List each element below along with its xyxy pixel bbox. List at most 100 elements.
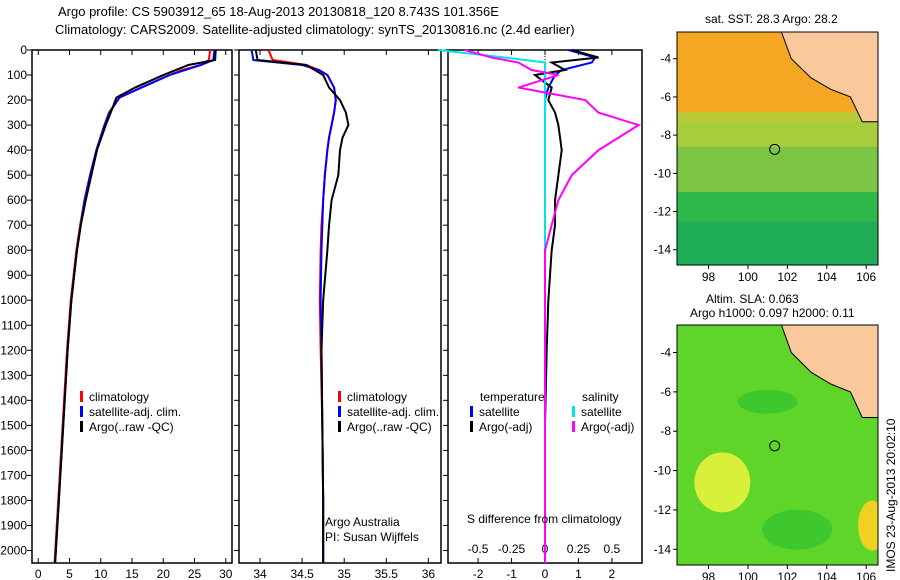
x-tick-label: 0: [35, 567, 42, 580]
temp-legend: climatology satellite-adj. clim. Argo(..…: [80, 390, 181, 435]
credit: Argo Australia PI: Susan Wijffels: [325, 515, 419, 545]
legend-argo: Argo(..raw -QC): [347, 420, 432, 434]
plot-frame: [238, 49, 442, 564]
series-argo-raw-qc-: [54, 49, 217, 564]
land-sumatra: [780, 32, 878, 123]
y-tick-label: 1200: [0, 343, 27, 357]
x-tick-label: 30: [219, 567, 233, 580]
plot-frame: [31, 49, 233, 564]
lon-tick-label: 100: [738, 570, 758, 580]
y-tick-label: 900: [7, 268, 27, 282]
legend-climatology: climatology: [347, 390, 408, 404]
lon-tick-label: 106: [856, 570, 876, 580]
lon-tick-label: 104: [817, 570, 837, 580]
series-s-satellite: [437, 49, 546, 563]
diff-legend-t: temperature satellite Argo(-adj): [470, 390, 545, 435]
y-tick-label: 700: [7, 218, 27, 232]
map-frame: [676, 324, 879, 566]
credit-text: Argo Australia: [325, 515, 400, 529]
lat-tick-label: -4: [660, 52, 671, 66]
sst-cool: [677, 222, 878, 265]
sst-mid2: [677, 147, 878, 192]
lat-tick-label: -14: [654, 243, 672, 257]
sal-legend: climatology satellite-adj. clim. Argo(..…: [338, 390, 439, 435]
y-tick-label: 1900: [0, 518, 27, 532]
lon-tick-label: 102: [777, 270, 797, 284]
x-tick-label: 1: [575, 567, 582, 580]
lon-tick-label: 100: [738, 270, 758, 284]
y-tick-label: 500: [7, 168, 27, 182]
legend-climatology: climatology: [89, 390, 150, 404]
y-tick-label: 1800: [0, 493, 27, 507]
x-tick-label: 25: [188, 567, 202, 580]
x-tick-label: 35.5: [375, 567, 399, 580]
diff-legend-s: salinity satellite Argo(-adj): [572, 390, 634, 435]
s-tick-label: -0.25: [498, 542, 526, 556]
x-tick-label: 35: [338, 567, 352, 580]
argo-position-marker: [769, 440, 781, 452]
sst-map: [673, 31, 879, 269]
series-climatology: [267, 49, 337, 563]
lon-tick-label: 106: [856, 270, 876, 284]
x-tick-label: 20: [157, 567, 171, 580]
y-tick-label: 1300: [0, 368, 27, 382]
map-frame: [676, 31, 879, 266]
sst-mid: [677, 112, 878, 152]
lat-tick-label: -6: [660, 385, 671, 399]
x-tick-label: 5: [66, 567, 73, 580]
pi-text: PI: Susan Wijffels: [325, 530, 419, 544]
sla-high: [858, 500, 878, 551]
lat-tick-label: -12: [654, 205, 672, 219]
map-field: [677, 32, 878, 265]
y-tick-label: 1500: [0, 418, 27, 432]
s-tick-label: -0.5: [468, 542, 489, 556]
s-diff-label: S difference from climatology: [467, 512, 622, 526]
y-tick-label: 300: [7, 118, 27, 132]
series-argo-raw-qc-: [254, 49, 350, 563]
lat-tick-label: -10: [654, 166, 672, 180]
series-climatology: [53, 49, 212, 564]
y-tick-label: 400: [7, 143, 27, 157]
sla-low: [762, 509, 833, 550]
y-tick-label: 1400: [0, 393, 27, 407]
sla-map: [673, 324, 879, 569]
series-satellite-adj-clim-: [54, 49, 216, 564]
x-tick-label: 2: [609, 567, 616, 580]
figure-title: Argo profile: CS 5903912_65 18-Aug-2013 …: [58, 4, 499, 19]
imos-timestamp: IMOS 23-Aug-2013 20:02:10: [884, 418, 898, 572]
lat-tick-label: -4: [660, 346, 671, 360]
y-tick-label: 1000: [0, 293, 27, 307]
y-tick-label: 800: [7, 243, 27, 257]
lon-tick-label: 102: [777, 570, 797, 580]
sla-high: [694, 452, 751, 513]
legend-title-salinity: salinity: [582, 390, 619, 404]
lat-tick-label: -10: [654, 464, 672, 478]
map-field: [677, 325, 878, 565]
series-t-argo-adj-: [532, 49, 599, 563]
x-tick-label: 34: [253, 567, 267, 580]
series-s-argo-adj-: [464, 49, 642, 563]
sla-low: [737, 389, 798, 414]
legend-satellite: satellite-adj. clim.: [347, 405, 440, 419]
lon-tick-label: 98: [702, 270, 716, 284]
legend-satellite: satellite-adj. clim.: [89, 405, 182, 419]
lat-tick-label: -6: [660, 90, 671, 104]
legend-t-argo: Argo(-adj): [479, 420, 533, 434]
x-tick-label: -1: [506, 567, 517, 580]
sla-map-title: Altim. SLA: 0.063: [706, 292, 799, 306]
x-tick-label: 36: [422, 567, 436, 580]
x-tick-label: 0: [542, 567, 549, 580]
y-tick-label: 1700: [0, 468, 27, 482]
lon-tick-label: 98: [702, 570, 716, 580]
y-tick-label: 600: [7, 193, 27, 207]
lat-tick-label: -8: [660, 128, 671, 142]
x-tick-label: 34.5: [290, 567, 314, 580]
x-tick-label: 15: [125, 567, 139, 580]
s-tick-label: 0.25: [567, 542, 591, 556]
series-t-satellite: [544, 49, 597, 563]
argo-position-marker: [769, 143, 781, 155]
y-tick-label: 200: [7, 93, 27, 107]
sst-map-title: sat. SST: 28.3 Argo: 28.2: [705, 12, 838, 26]
